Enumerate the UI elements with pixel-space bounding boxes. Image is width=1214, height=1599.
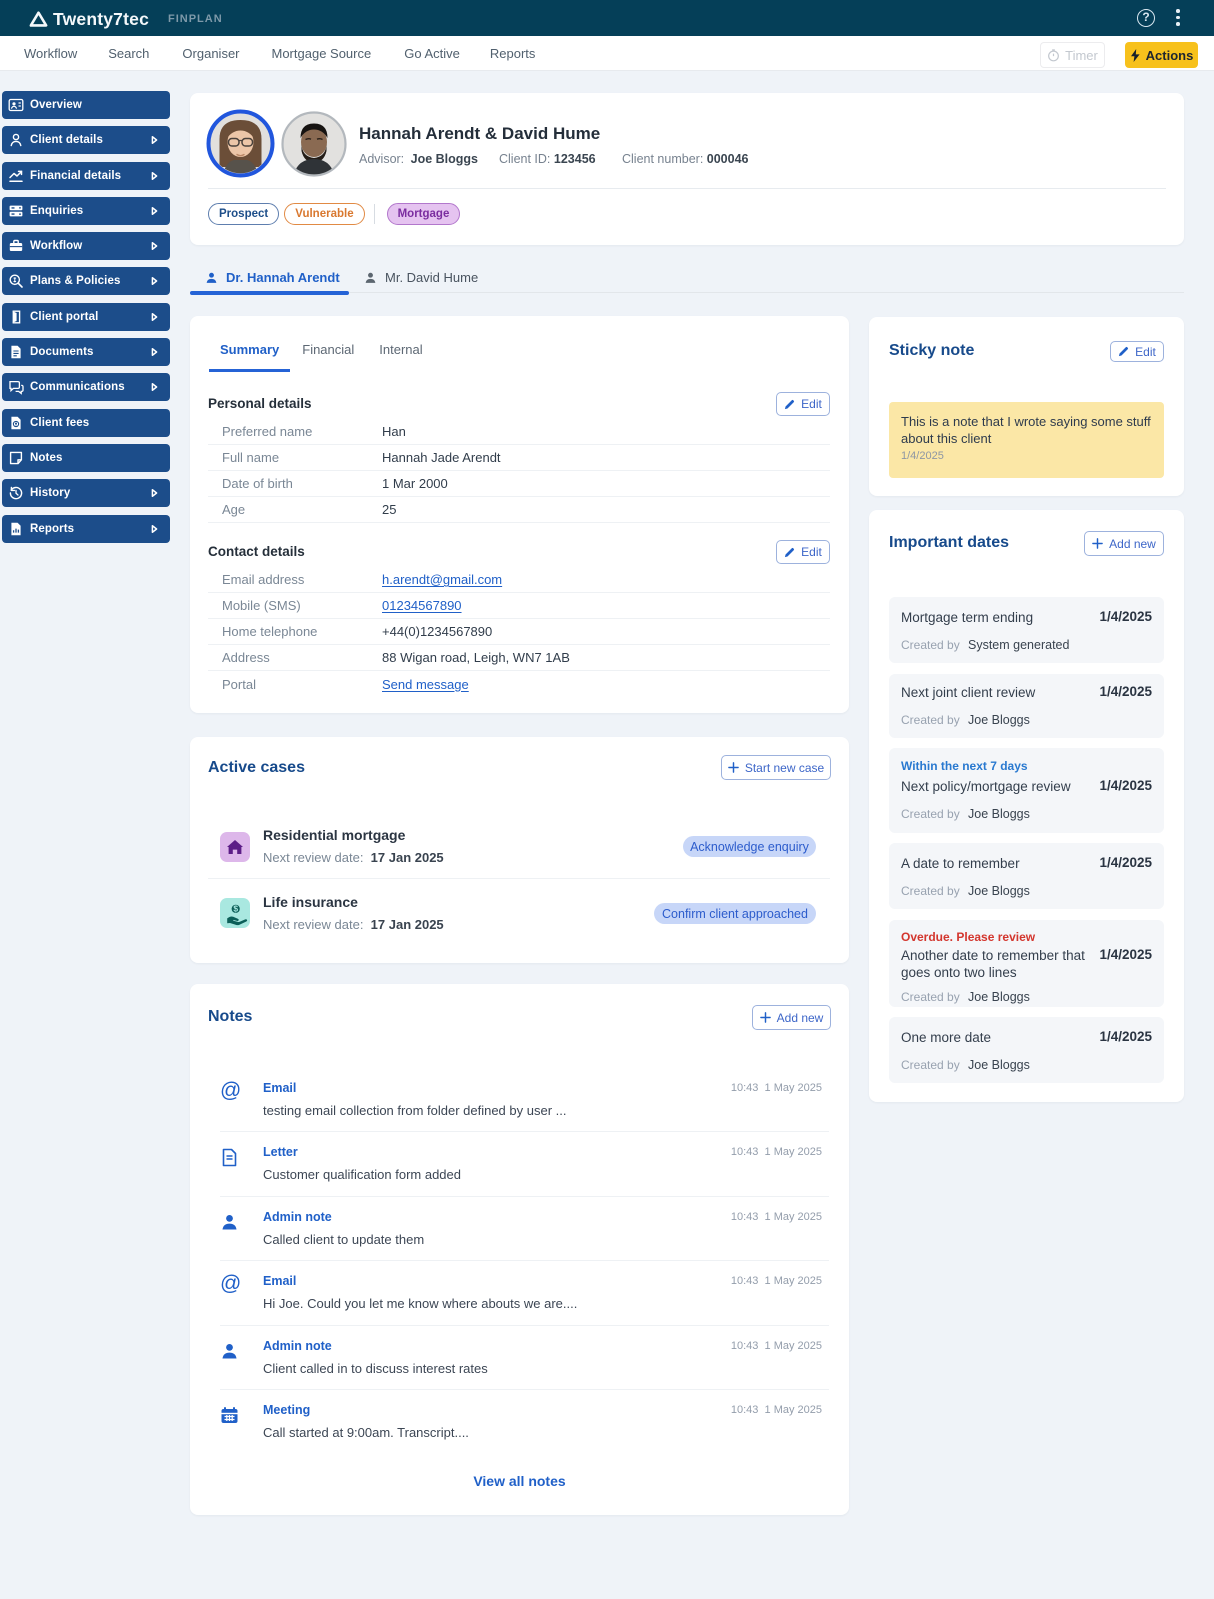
svg-text:$: $ [233, 904, 238, 914]
